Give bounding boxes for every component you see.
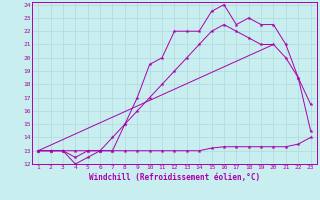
X-axis label: Windchill (Refroidissement éolien,°C): Windchill (Refroidissement éolien,°C) xyxy=(89,173,260,182)
